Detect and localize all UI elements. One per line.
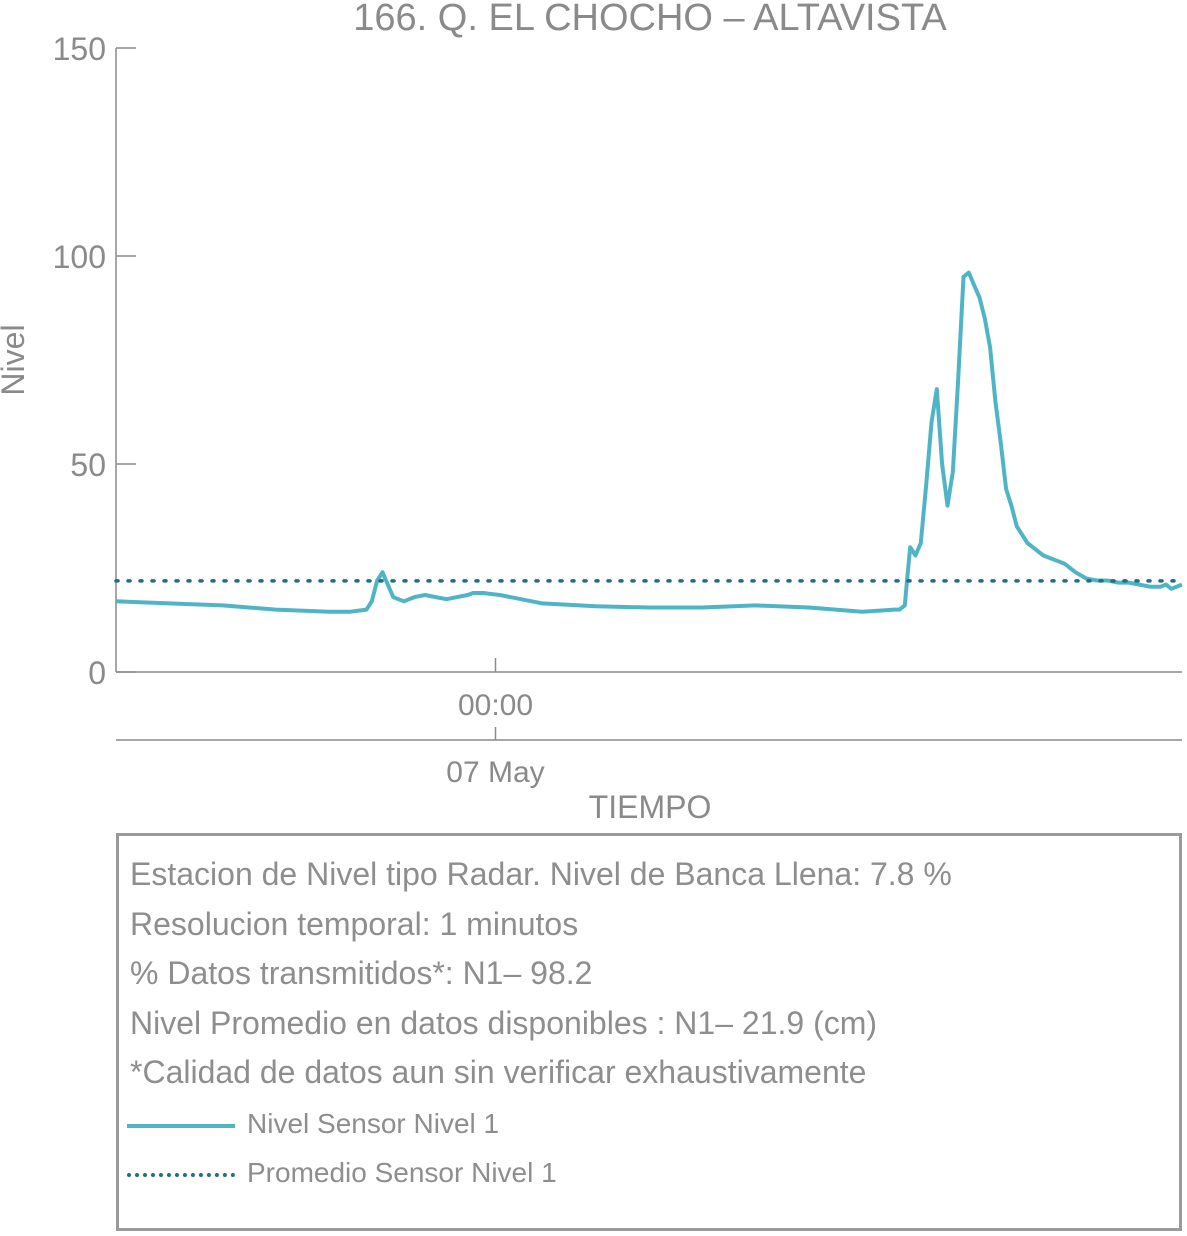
- legend-item-level: Nivel Sensor Nivel 1: [127, 1108, 727, 1144]
- y-tick-label: 0: [88, 655, 106, 691]
- info-line-transmitted: % Datos transmitidos*: N1– 98.2: [130, 955, 593, 991]
- x-date-label: 07 May: [446, 756, 544, 789]
- info-line-resolution: Resolucion temporal: 1 minutos: [130, 906, 579, 942]
- legend-swatch-solid: [127, 1124, 235, 1128]
- chart-title: 166. Q. EL CHOCHO – ALTAVISTA: [353, 0, 947, 39]
- legend-label-level: Nivel Sensor Nivel 1: [247, 1108, 500, 1139]
- level-chart: 166. Q. EL CHOCHO – ALTAVISTA Nivel TIEM…: [0, 0, 1184, 825]
- legend-item-mean: Promedio Sensor Nivel 1: [127, 1157, 727, 1193]
- legend-label-mean: Promedio Sensor Nivel 1: [247, 1157, 557, 1188]
- y-tick-label: 150: [53, 31, 106, 67]
- info-line-mean-level: Nivel Promedio en datos disponibles : N1…: [130, 1005, 878, 1041]
- y-tick-label: 50: [70, 447, 106, 483]
- x-tick-label: 00:00: [458, 689, 533, 722]
- series-line-level: [115, 270, 1183, 614]
- y-axis-label: Nivel: [0, 324, 31, 395]
- info-line-station: Estacion de Nivel tipo Radar. Nivel de B…: [130, 856, 952, 892]
- x-axis-label: TIEMPO: [589, 789, 712, 825]
- info-panel: Estacion de Nivel tipo Radar. Nivel de B…: [116, 833, 1182, 1231]
- legend-swatch-dotted: [127, 1173, 235, 1177]
- info-line-quality-note: *Calidad de datos aun sin verificar exha…: [130, 1054, 867, 1090]
- y-tick-label: 100: [53, 239, 106, 275]
